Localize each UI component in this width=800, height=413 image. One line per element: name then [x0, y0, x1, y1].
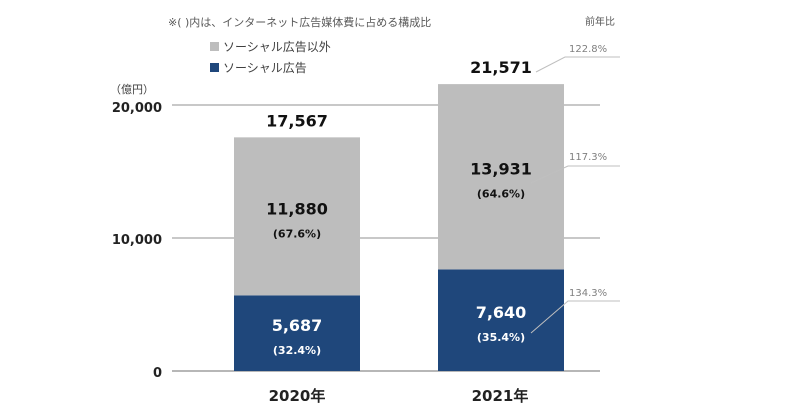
yoy-label-1: 117.3% [569, 152, 607, 163]
bar-social-1 [438, 269, 564, 371]
unit-label: （億円） [110, 83, 154, 96]
label-total-0: 17,567 [266, 111, 328, 130]
legend-label-other: ソーシャル広告以外 [223, 40, 331, 54]
yoy-label-2: 134.3% [569, 288, 607, 299]
label-social-share-1: (35.4%) [477, 331, 525, 344]
y-tick-0: 0 [153, 366, 162, 381]
bars [234, 84, 564, 371]
label-other-share-0: (67.6%) [273, 227, 321, 240]
y-tick-20000: 20,000 [112, 101, 162, 116]
label-total-1: 21,571 [470, 58, 532, 77]
leader-lines [530, 56, 620, 334]
x-category-2021: 2021年 [472, 387, 529, 405]
legend-label-social: ソーシャル広告 [223, 61, 307, 75]
data-labels: 5,687 (32.4%) 11,880 (67.6%) 17,567 7,640 (35.… [266, 44, 607, 357]
x-category-2020: 2020年 [269, 387, 326, 405]
yoy-leader-0 [535, 56, 620, 73]
yoy-header: 前年比 [585, 15, 615, 28]
label-other-share-1: (64.6%) [477, 188, 525, 201]
yoy-leader-2 [530, 300, 620, 334]
bar-social-0 [234, 295, 360, 371]
yoy-leader-1 [530, 165, 620, 184]
bar-other-1 [438, 84, 564, 270]
label-social-share-0: (32.4%) [273, 344, 321, 357]
yoy-label-0: 122.8% [569, 44, 607, 55]
label-other-value-0: 11,880 [266, 199, 328, 218]
label-social-value-0: 5,687 [272, 316, 323, 335]
legend-swatch-social [210, 63, 219, 72]
composition-note: ※( )内は、インターネット広告媒体費に占める構成比 [168, 15, 431, 29]
label-social-value-1: 7,640 [476, 303, 527, 322]
y-tick-10000: 10,000 [112, 233, 162, 248]
legend-swatch-other [210, 42, 219, 51]
label-other-value-1: 13,931 [470, 160, 532, 179]
legend: ソーシャル広告以外 ソーシャル広告 [210, 40, 331, 75]
bar-other-0 [234, 137, 360, 296]
